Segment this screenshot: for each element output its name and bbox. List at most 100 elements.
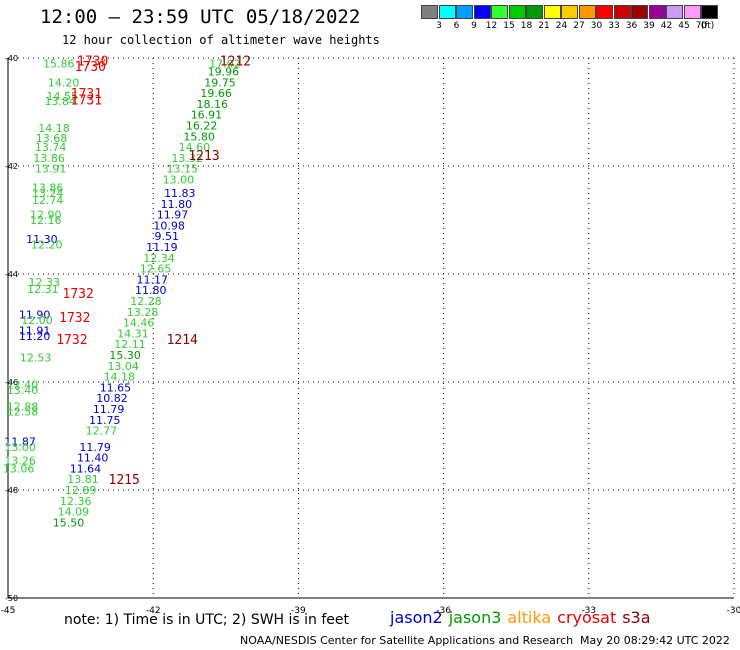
wave-height-label: 11.87 xyxy=(4,435,36,448)
wave-height-label: 13.00 xyxy=(163,174,195,187)
wave-height-label: 13.74 xyxy=(35,141,67,154)
wave-height-label: 14.18 xyxy=(38,122,70,135)
generation-timestamp: May 20 08:29:42 UTC 2022 xyxy=(580,634,730,647)
wave-height-label: 11.19 xyxy=(146,241,178,254)
scale-swatch xyxy=(473,5,491,19)
scale-swatch xyxy=(508,5,526,19)
satellite-legend: jason2 jason3 altika cryosat s3a xyxy=(390,608,657,627)
wave-height-label: 11.83 xyxy=(164,187,196,200)
scale-swatch xyxy=(456,5,473,19)
legend-jason2: jason2 xyxy=(390,608,443,627)
wave-height-label: 11.80 xyxy=(161,198,193,211)
scale-label: 45 xyxy=(678,21,690,31)
wave-height-label: 13.32 xyxy=(171,152,203,165)
wave-height-label: 12.90 xyxy=(30,209,62,222)
wave-height-label: 15.50 xyxy=(53,516,85,529)
wave-height-label: 13.26 xyxy=(4,454,36,467)
wave-height-label: 14.09 xyxy=(58,506,90,519)
wave-height-label: 13.86 xyxy=(32,182,64,195)
legend-jason3: jason3 xyxy=(448,608,502,627)
wave-height-label: 11.97 xyxy=(157,209,189,222)
wave-height-label: 13.28 xyxy=(127,306,159,319)
scale-swatch xyxy=(683,5,701,19)
wave-height-label: 13.06 xyxy=(3,462,35,475)
scale-label: 30 xyxy=(590,21,603,31)
latitude-label: -44 xyxy=(5,270,18,279)
wave-height-label: 11.90 xyxy=(19,309,51,322)
wave-height-label: 12.33 xyxy=(29,276,61,289)
scale-label: 24 xyxy=(555,21,568,31)
wave-height-label: 12.34 xyxy=(143,252,175,265)
wave-height-label: 15.80 xyxy=(183,130,215,143)
wave-height-label: 12.00 xyxy=(21,314,53,327)
longitude-label: -39 xyxy=(291,606,306,616)
wave-height-label: 12.36 xyxy=(60,495,92,508)
scale-label: 3 xyxy=(436,21,442,31)
scale-label: 33 xyxy=(608,21,620,31)
longitude-label: -45 xyxy=(1,606,16,616)
wave-height-label: 14.60 xyxy=(179,141,211,154)
pass-time-label: 1732 xyxy=(56,333,87,348)
pass-time-label: 1731 xyxy=(71,87,102,102)
wave-height-label: 19.96 xyxy=(208,66,240,79)
legend-s3a: s3a xyxy=(622,608,651,627)
scale-label: 70 xyxy=(695,21,708,31)
latitude-label: -42 xyxy=(5,162,18,171)
wave-height-label: 15.30 xyxy=(109,349,141,362)
wave-height-label: 13.15 xyxy=(166,163,198,176)
wave-height-label: 14.55 xyxy=(46,90,78,103)
page-title: 12:00 – 23:59 UTC 05/18/2022 xyxy=(40,6,361,28)
wave-height-label: 12.40 xyxy=(7,379,39,392)
scale-unit: (ft) xyxy=(700,21,715,31)
wave-height-label: 12.20 xyxy=(31,238,63,251)
wave-height-label: 18.16 xyxy=(196,98,228,111)
pass-time-label: 1732 xyxy=(59,311,90,326)
wave-height-label: 12.11 xyxy=(114,338,146,351)
wave-height-label: 10.82 xyxy=(96,392,128,405)
wave-height-label: 17.02 xyxy=(209,57,241,70)
wave-height-label: 16.22 xyxy=(186,120,218,133)
wave-height-label: 11.64 xyxy=(70,462,102,475)
wave-height-label: 12.58 xyxy=(7,406,39,419)
longitude-label: -42 xyxy=(146,606,161,616)
wave-height-label: 15.86 xyxy=(43,57,75,70)
pass-time-label: 1215 xyxy=(109,473,140,488)
scale-label: 27 xyxy=(573,21,585,31)
wave-height-label: 12.77 xyxy=(86,425,118,438)
scale-label: 42 xyxy=(660,21,673,31)
scale-swatch xyxy=(648,5,666,19)
scale-label: 21 xyxy=(538,21,550,31)
pass-time-label: 1730 xyxy=(77,55,108,70)
wave-height-label: 19.66 xyxy=(200,87,232,100)
latitude-label: -50 xyxy=(5,594,18,603)
wave-height-label: 12.31 xyxy=(27,283,59,296)
wave-height-label: 14.18 xyxy=(104,371,136,384)
scale-swatch xyxy=(666,5,683,19)
legend-cryosat: cryosat xyxy=(557,608,617,627)
wave-height-label: 13.86 xyxy=(33,152,65,165)
longitude-label: -36 xyxy=(436,606,451,616)
wave-height-label: 12.53 xyxy=(20,352,52,365)
longitude-label: -30 xyxy=(727,606,740,616)
scale-label: 15 xyxy=(503,21,515,31)
pass-time-label: 1731 xyxy=(71,94,102,109)
latitude-label: -46 xyxy=(5,378,18,387)
pass-time-label: 1732 xyxy=(63,287,94,302)
page-subtitle: 12 hour collection of altimeter wave hei… xyxy=(62,33,380,47)
wave-height-label: 11.91 xyxy=(19,325,51,338)
wave-height-label: 19.75 xyxy=(204,76,236,89)
pass-time-label: 1213 xyxy=(188,149,219,164)
latitude-label: -48 xyxy=(5,486,18,495)
wave-height-label: 11.75 xyxy=(89,414,121,427)
scale-swatch xyxy=(596,5,613,19)
wave-height-label: 11.79 xyxy=(79,441,111,454)
latitude-label: -40 xyxy=(5,54,18,63)
scale-label: 9 xyxy=(471,21,477,31)
wave-height-label: 10.98 xyxy=(153,219,185,232)
wave-height-label: 13.91 xyxy=(35,163,67,176)
scale-label: 36 xyxy=(625,21,638,31)
wave-height-label: 12.28 xyxy=(130,295,162,308)
wave-height-label: 11.20 xyxy=(19,330,51,343)
scale-label: 39 xyxy=(643,21,655,31)
wave-height-label: 14.46 xyxy=(123,317,155,330)
